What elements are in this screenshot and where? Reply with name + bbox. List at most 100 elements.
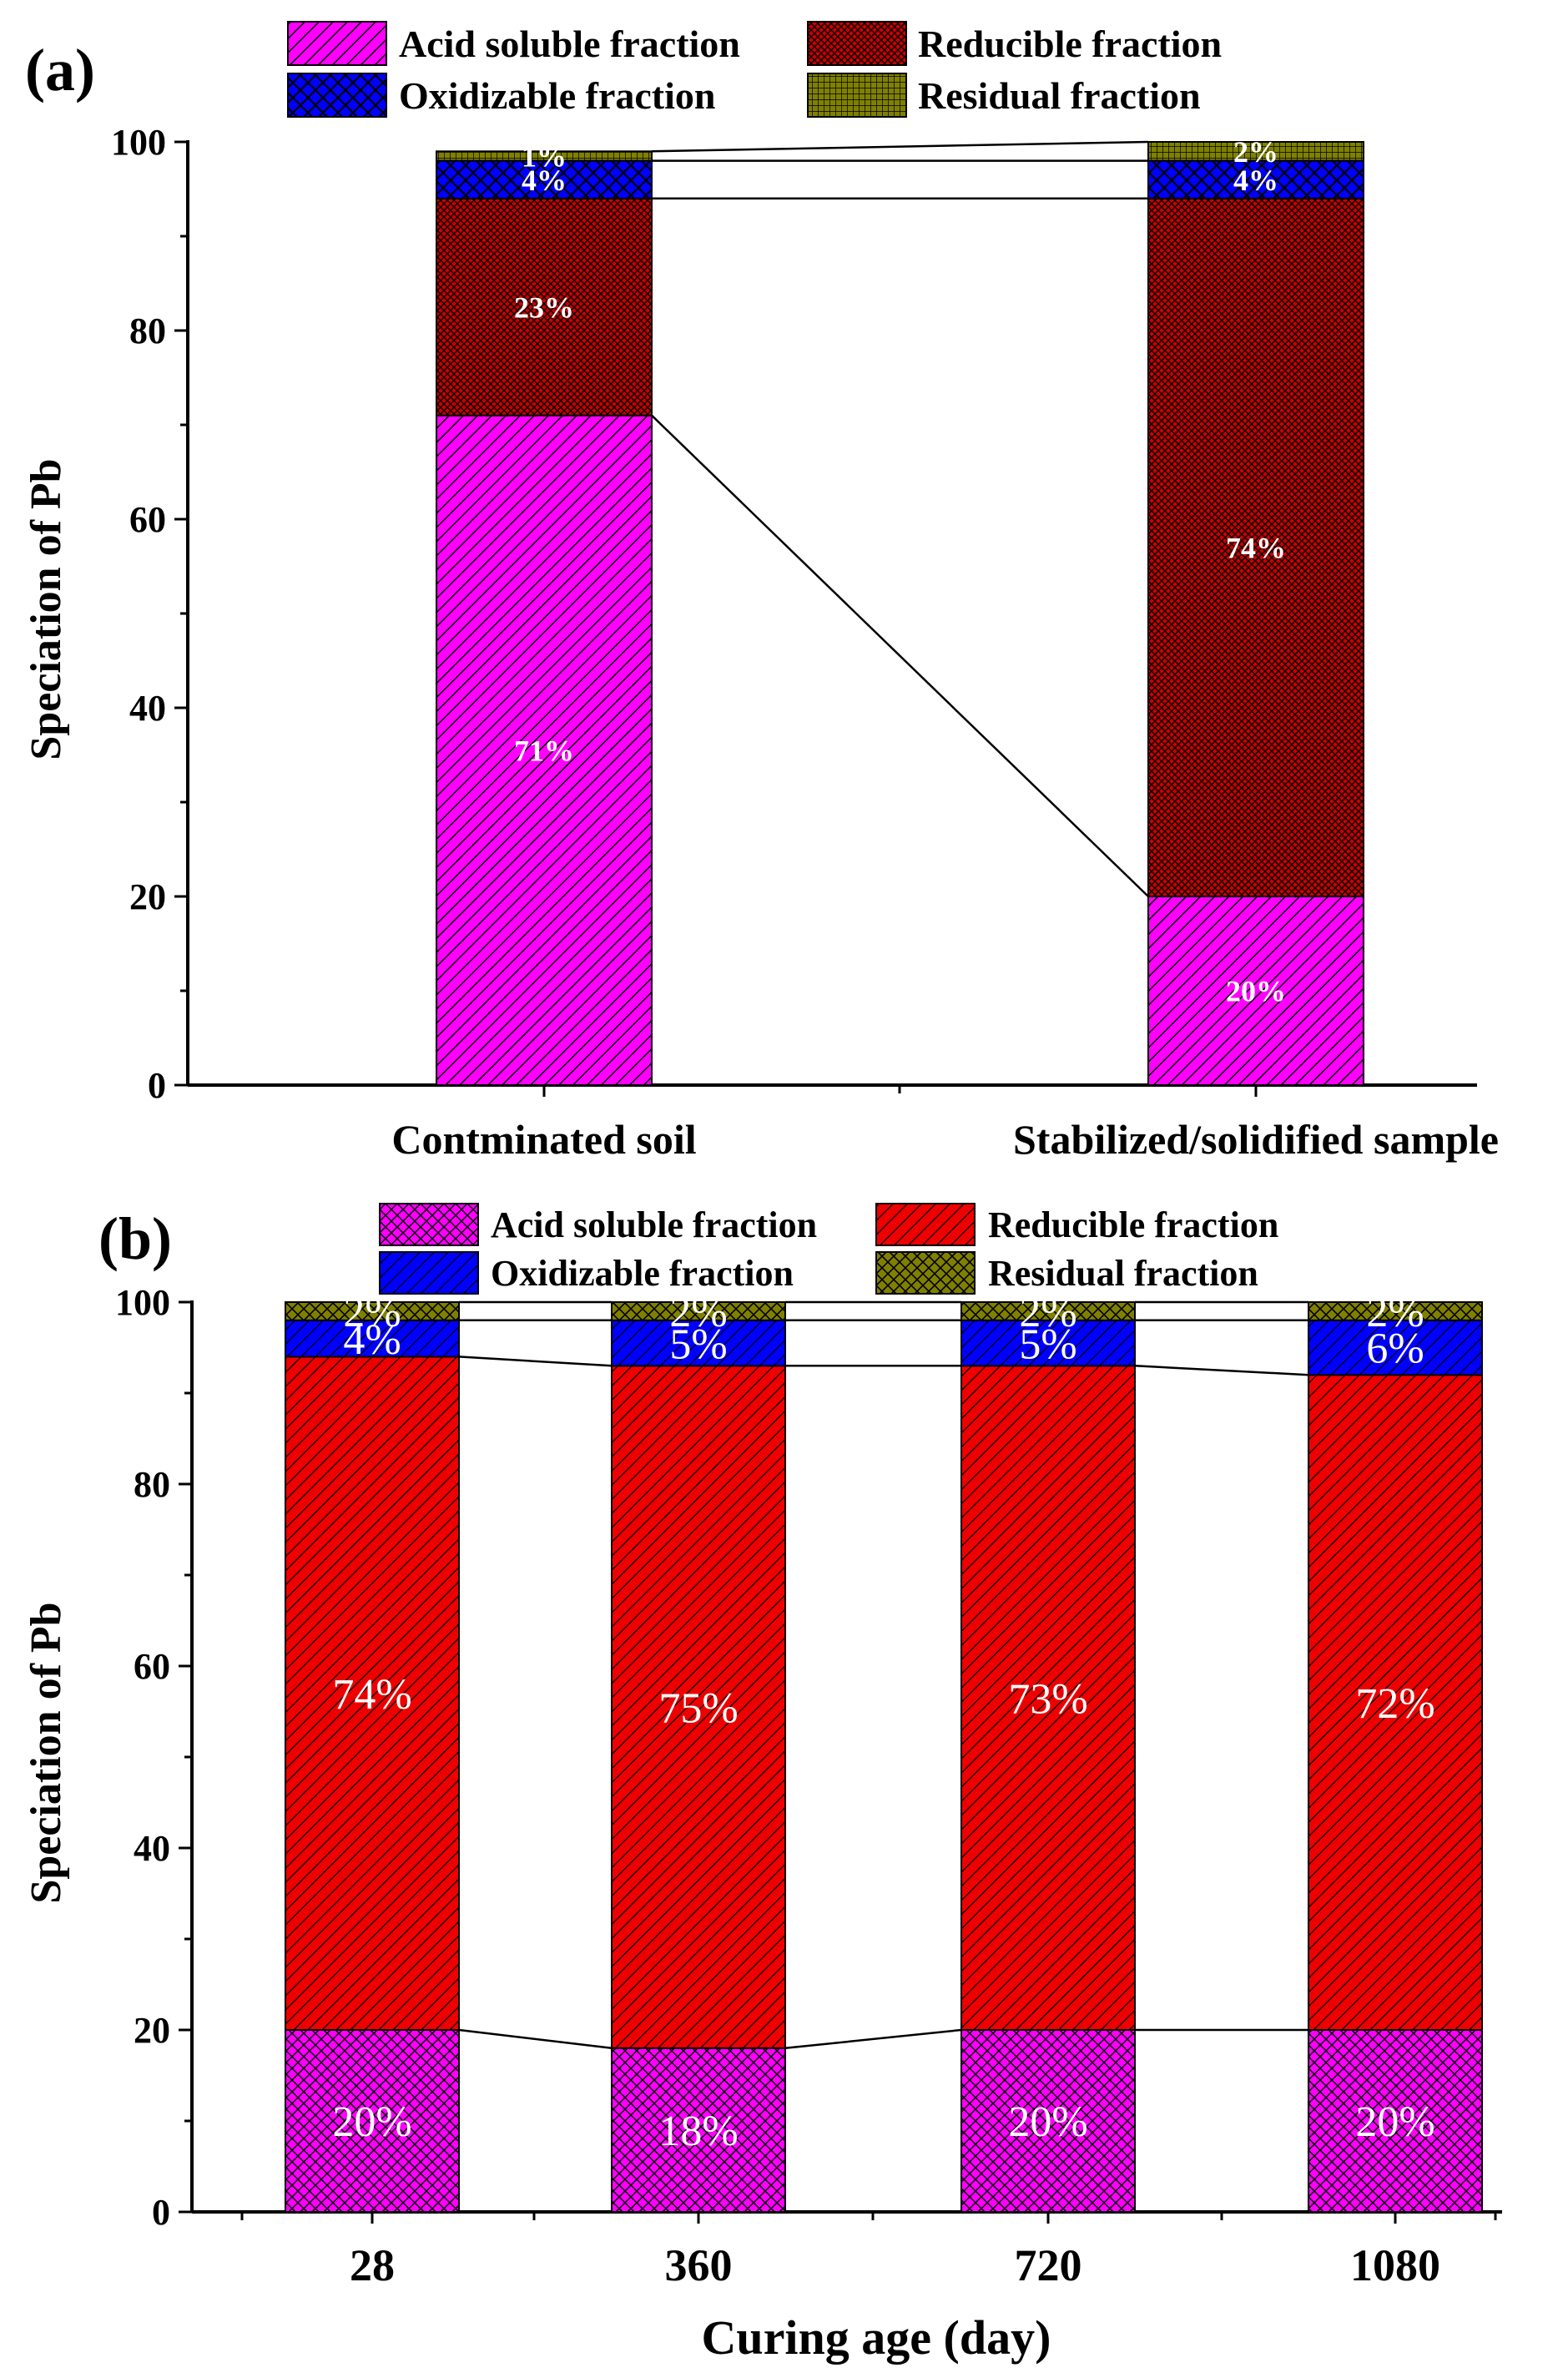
legend-swatch [875, 1251, 976, 1295]
data-label: 74% [1226, 532, 1286, 565]
panel-a-legend: Acid soluble fraction Reducible fraction… [287, 21, 1222, 118]
data-label: 2% [669, 1289, 727, 1336]
panel-a: (a) Acid soluble fraction Reducible frac… [23, 21, 1499, 1163]
legend-label: Residual fraction [988, 1253, 1258, 1294]
panel-b: (b) Acid soluble fraction Reducible frac… [23, 1203, 1502, 2365]
x-tick-label: 720 [1015, 2240, 1082, 2290]
bar-segment [1308, 1301, 1483, 1321]
data-label: 18% [658, 2108, 738, 2155]
bar-segment [960, 1365, 1136, 2032]
y-tick-label: 0 [148, 1065, 166, 1106]
data-label: 73% [1008, 1675, 1087, 1723]
x-tick-label: Stabilized/solidified sample [1013, 1116, 1499, 1163]
connector-line [458, 2028, 613, 2050]
y-axis-title: Speciation of Pb [23, 1602, 70, 1903]
bar-segment [1308, 1319, 1483, 1376]
y-tick-label: 20 [134, 2010, 170, 2051]
bar-segment [611, 1365, 786, 2049]
data-label: 20% [1355, 2098, 1434, 2146]
x-tick-label: 28 [350, 2240, 395, 2290]
y-tick-label: 20 [129, 876, 166, 917]
legend-label: Acid soluble fraction [399, 23, 740, 65]
data-label: 4% [1233, 164, 1278, 197]
data-label: 5% [1019, 1320, 1076, 1368]
legend-swatch [287, 21, 387, 66]
legend-item-oxidizable: Oxidizable fraction [379, 1251, 794, 1295]
plot-area: 02040608010020%74%4%2%2818%75%5%2%36020%… [115, 1282, 1502, 2290]
legend-label: Reducible fraction [918, 23, 1222, 65]
legend-item-acid: Acid soluble fraction [287, 21, 740, 66]
bar-segment [285, 1319, 460, 1358]
legend-label: Reducible fraction [988, 1204, 1278, 1245]
bar-segment [1147, 159, 1364, 199]
connector-line [458, 1356, 613, 1367]
data-label: 1% [522, 140, 567, 174]
data-label: 5% [669, 1320, 727, 1368]
y-axis-title: Speciation of Pb [23, 458, 70, 760]
bar-segment [1147, 197, 1364, 898]
legend-item-oxidizable: Oxidizable fraction [287, 73, 715, 118]
bar-segment [1147, 896, 1364, 1086]
data-label: 23% [514, 290, 574, 324]
connector-line [651, 414, 1149, 897]
y-tick-label: 40 [134, 1828, 170, 1869]
data-label: 2% [1366, 1289, 1424, 1336]
y-tick-label: 60 [134, 1646, 170, 1687]
bar-segment [1147, 141, 1364, 162]
connector-line [1134, 1365, 1309, 1376]
data-label: 74% [332, 1671, 411, 1719]
data-label: 20% [332, 2098, 411, 2146]
bar-segment [436, 150, 653, 162]
legend-item-reducible: Reducible fraction [807, 21, 1222, 66]
legend-label: Oxidizable fraction [399, 74, 715, 117]
data-label: 6% [1366, 1325, 1424, 1373]
bar-segment [285, 2029, 460, 2213]
data-label: 4% [343, 1316, 401, 1364]
bar-segment [1308, 1374, 1483, 2031]
y-tick-label: 100 [111, 122, 166, 163]
bar-segment [611, 1301, 786, 1321]
connector-line [651, 140, 1149, 153]
data-label: 2% [1019, 1289, 1076, 1336]
bar-segment [436, 197, 653, 417]
data-label: 75% [658, 1684, 738, 1732]
legend-label: Oxidizable fraction [491, 1253, 794, 1294]
panel-b-legend: Acid soluble fraction Reducible fraction… [379, 1203, 1278, 1295]
y-tick-label: 60 [129, 499, 166, 540]
data-label: 20% [1008, 2098, 1087, 2146]
y-tick-label: 0 [152, 2192, 170, 2233]
legend-label: Acid soluble fraction [491, 1204, 817, 1245]
data-label: 4% [522, 164, 567, 197]
legend-swatch [379, 1203, 479, 1246]
y-tick-label: 80 [129, 311, 166, 351]
legend-item-residual: Residual fraction [875, 1251, 1258, 1295]
y-tick-label: 100 [115, 1282, 170, 1323]
data-label: 2% [343, 1289, 401, 1336]
bar-segment [611, 2047, 786, 2214]
bar-segment [285, 1301, 460, 1321]
bar-segment [960, 1301, 1136, 1321]
panel-b-label: (b) [98, 1205, 172, 1272]
x-tick-label: 360 [665, 2240, 733, 2290]
x-tick-label: Contminated soil [391, 1116, 696, 1163]
bar-segment [436, 414, 653, 1086]
bar-segment [285, 1356, 460, 2031]
bar-segment [960, 1319, 1136, 1367]
bar-segment [436, 159, 653, 199]
bar-segment [611, 1319, 786, 1367]
legend-swatch [807, 73, 907, 118]
panel-a-label: (a) [25, 37, 95, 104]
legend-swatch [875, 1203, 976, 1246]
bar-segment [960, 2029, 1136, 2213]
legend-item-residual: Residual fraction [807, 73, 1201, 118]
data-label: 72% [1355, 1680, 1434, 1728]
legend-item-reducible: Reducible fraction [875, 1203, 1278, 1246]
legend-swatch [807, 21, 907, 66]
legend-swatch [379, 1251, 479, 1295]
y-tick-label: 80 [134, 1464, 170, 1505]
x-axis-title: Curing age (day) [702, 2310, 1051, 2365]
legend-item-acid: Acid soluble fraction [379, 1203, 817, 1246]
data-label: 71% [514, 734, 574, 767]
